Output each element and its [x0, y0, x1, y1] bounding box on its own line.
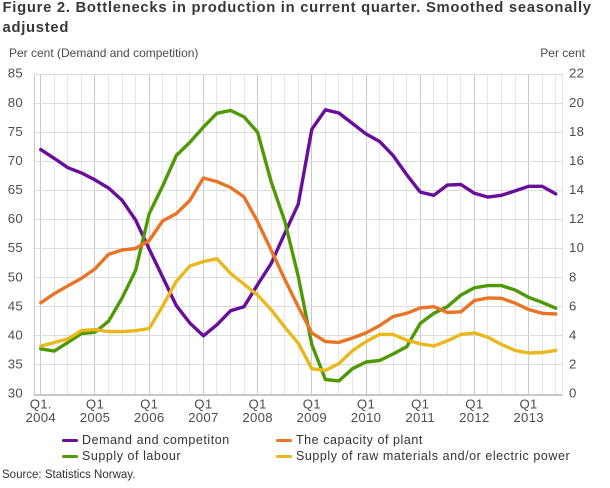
svg-text:2013: 2013 — [513, 410, 544, 425]
svg-text:85: 85 — [8, 66, 23, 81]
svg-text:Q1: Q1 — [357, 396, 375, 411]
svg-text:Q1: Q1 — [303, 396, 321, 411]
svg-text:Q1: Q1 — [86, 396, 104, 411]
svg-text:2012: 2012 — [459, 410, 490, 425]
svg-text:14: 14 — [569, 182, 584, 197]
svg-text:2004: 2004 — [26, 410, 57, 425]
svg-text:Q1: Q1 — [140, 396, 158, 411]
svg-text:2010: 2010 — [351, 410, 382, 425]
svg-text:2006: 2006 — [134, 410, 165, 425]
svg-text:45: 45 — [8, 298, 23, 313]
svg-text:30: 30 — [8, 386, 23, 401]
svg-text:2009: 2009 — [297, 410, 328, 425]
svg-text:70: 70 — [8, 153, 23, 168]
svg-text:6: 6 — [569, 298, 577, 313]
svg-text:10: 10 — [569, 240, 584, 255]
svg-text:Q1: Q1 — [465, 396, 483, 411]
svg-text:35: 35 — [8, 357, 23, 372]
svg-text:55: 55 — [8, 240, 23, 255]
svg-text:8: 8 — [569, 269, 577, 284]
svg-text:Q1: Q1 — [194, 396, 212, 411]
svg-text:20: 20 — [569, 95, 584, 110]
svg-text:80: 80 — [8, 95, 23, 110]
svg-text:22: 22 — [569, 66, 584, 81]
svg-text:4: 4 — [569, 328, 577, 343]
svg-text:12: 12 — [569, 211, 584, 226]
svg-text:0: 0 — [569, 386, 577, 401]
svg-text:16: 16 — [569, 153, 584, 168]
svg-text:18: 18 — [569, 124, 584, 139]
svg-text:Q1: Q1 — [411, 396, 429, 411]
svg-text:2007: 2007 — [188, 410, 219, 425]
svg-text:2008: 2008 — [242, 410, 273, 425]
svg-text:40: 40 — [8, 328, 23, 343]
svg-text:75: 75 — [8, 124, 23, 139]
svg-text:2005: 2005 — [80, 410, 111, 425]
svg-text:Q1.: Q1. — [30, 396, 52, 411]
svg-text:50: 50 — [8, 269, 23, 284]
svg-text:Q1: Q1 — [248, 396, 266, 411]
svg-text:2: 2 — [569, 357, 577, 372]
svg-text:2011: 2011 — [405, 410, 435, 425]
svg-text:65: 65 — [8, 182, 23, 197]
svg-text:60: 60 — [8, 211, 23, 226]
svg-text:Q1: Q1 — [519, 396, 537, 411]
